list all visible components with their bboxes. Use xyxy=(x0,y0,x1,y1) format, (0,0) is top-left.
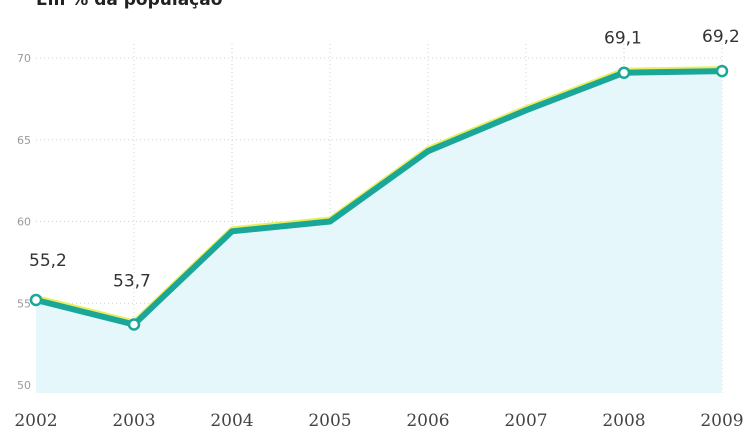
data-label: 69,1 xyxy=(604,29,642,49)
x-tick-label: 2002 xyxy=(14,411,57,431)
x-tick-label: 2004 xyxy=(210,411,253,431)
data-point-marker xyxy=(127,318,141,331)
y-tick-label: 70 xyxy=(17,52,31,65)
y-tick-label: 60 xyxy=(17,216,31,229)
data-point-marker xyxy=(715,64,729,78)
x-tick-label: 2009 xyxy=(700,411,743,431)
data-label: 69,2 xyxy=(702,27,740,47)
y-tick-label: 65 xyxy=(17,134,31,147)
x-tick-label: 2005 xyxy=(308,411,351,431)
x-tick-label: 2006 xyxy=(406,411,449,431)
series-line-group xyxy=(33,66,725,328)
markers xyxy=(29,64,729,331)
x-tick-label: 2008 xyxy=(602,411,645,431)
y-tick-label: 55 xyxy=(17,297,31,310)
x-tick-label: 2007 xyxy=(504,411,547,431)
series-line xyxy=(33,68,725,328)
chart-subtitle: Em % da população xyxy=(36,0,222,10)
data-label: 55,2 xyxy=(29,251,67,271)
y-tick-label: 50 xyxy=(17,379,31,392)
data-label: 53,7 xyxy=(113,272,151,292)
y-axis-ticks: 50 55 60 65 70 xyxy=(17,52,31,392)
data-point-marker xyxy=(617,66,631,79)
data-point-marker xyxy=(29,293,43,307)
area-fill xyxy=(36,71,722,393)
x-axis-ticks: 2002 2003 2004 2005 2006 2007 2008 2009 xyxy=(14,411,743,431)
data-labels: 55,2 53,7 69,1 69,2 xyxy=(29,27,740,291)
x-tick-label: 2003 xyxy=(112,411,155,431)
